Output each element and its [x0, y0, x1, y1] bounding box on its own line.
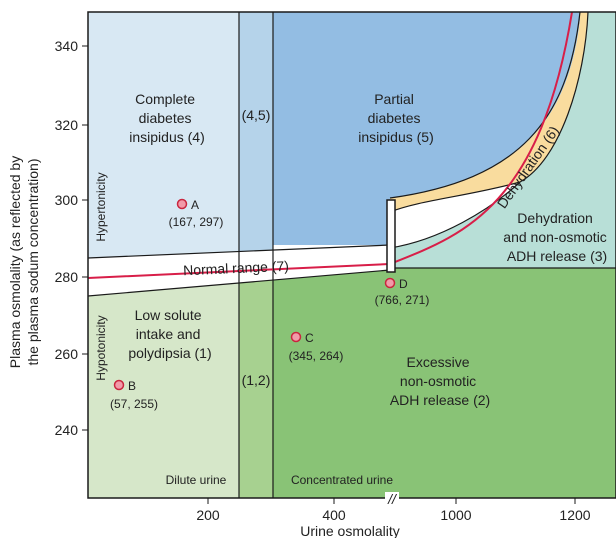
label-band-45: (4,5)	[242, 107, 271, 123]
point-c: C (345, 264)	[289, 331, 344, 363]
label-low-solute: Low solute intake and polydipsia (1)	[128, 307, 211, 361]
y-axis-title: the plasma sodum concentration)	[25, 159, 41, 366]
y-axis-title: Plasma osmolality (as reflected by	[7, 156, 23, 368]
point-d: D (766, 271)	[375, 277, 430, 307]
point-a: A (167, 297)	[169, 198, 224, 229]
point-marker	[290, 331, 302, 343]
point-coords: (57, 255)	[110, 397, 158, 411]
label-normal-range: Normal range (7)	[183, 258, 289, 279]
label-hypotonicity: Hypotonicity	[94, 315, 108, 380]
region-band-45	[239, 12, 273, 272]
y-tick-label: 260	[55, 346, 79, 362]
x-axis-title: Urine osmolality	[300, 523, 400, 538]
x-tick-label: 200	[196, 507, 220, 523]
normal-curve	[87, 11, 573, 279]
plot-frame	[87, 11, 616, 499]
point-marker	[176, 198, 188, 210]
label-partial-di: Partial diabetes insipidus (5)	[358, 91, 433, 145]
axis-break-label: //	[387, 491, 398, 507]
point-letter: A	[191, 198, 199, 212]
break-marker	[386, 199, 396, 273]
point-coords: (167, 297)	[169, 215, 224, 229]
point-letter: D	[399, 277, 408, 291]
y-tick-label: 240	[55, 422, 79, 438]
point-letter: B	[128, 379, 136, 393]
point-coords: (766, 271)	[375, 293, 430, 307]
label-hypertonicity: Hypertonicity	[94, 172, 108, 241]
region-borders	[87, 11, 616, 498]
normal-range-extension	[390, 182, 520, 248]
region-band-12	[239, 268, 273, 498]
point-marker	[384, 277, 396, 289]
point-b: B (57, 255)	[110, 379, 158, 411]
label-complete-di: Complete diabetes insipidus (4)	[129, 91, 204, 145]
x-tick-label: 1000	[440, 507, 471, 523]
point-coords: (345, 264)	[289, 349, 344, 363]
region-low-solute	[88, 268, 239, 498]
x-tick-label: 400	[322, 507, 346, 523]
x-tick-label: 1200	[559, 507, 590, 523]
region-nonosmotic	[390, 12, 616, 268]
y-tick-label: 300	[55, 192, 79, 208]
label-nonosmotic: Dehydration and non-osmotic ADH release …	[503, 210, 610, 264]
region-partial-di	[273, 12, 580, 245]
label-concentrated-urine: Concentrated urine	[291, 473, 393, 487]
region-dehydration	[390, 12, 588, 212]
y-ticks: 340 320 300 280 260 240	[55, 38, 88, 438]
y-tick-label: 320	[55, 117, 79, 133]
y-tick-label: 280	[55, 269, 79, 285]
point-marker	[113, 379, 125, 391]
label-dilute-urine: Dilute urine	[166, 473, 227, 487]
label-band-12: (1,2)	[242, 372, 271, 388]
y-tick-label: 340	[55, 38, 79, 54]
label-excessive-adh: Excessive non-osmotic ADH release (2)	[390, 354, 490, 408]
region-excessive-adh	[273, 268, 616, 498]
point-letter: C	[305, 331, 314, 345]
x-ticks: 200 400 1000 1200 //	[196, 491, 590, 523]
region-complete-di	[88, 12, 239, 272]
